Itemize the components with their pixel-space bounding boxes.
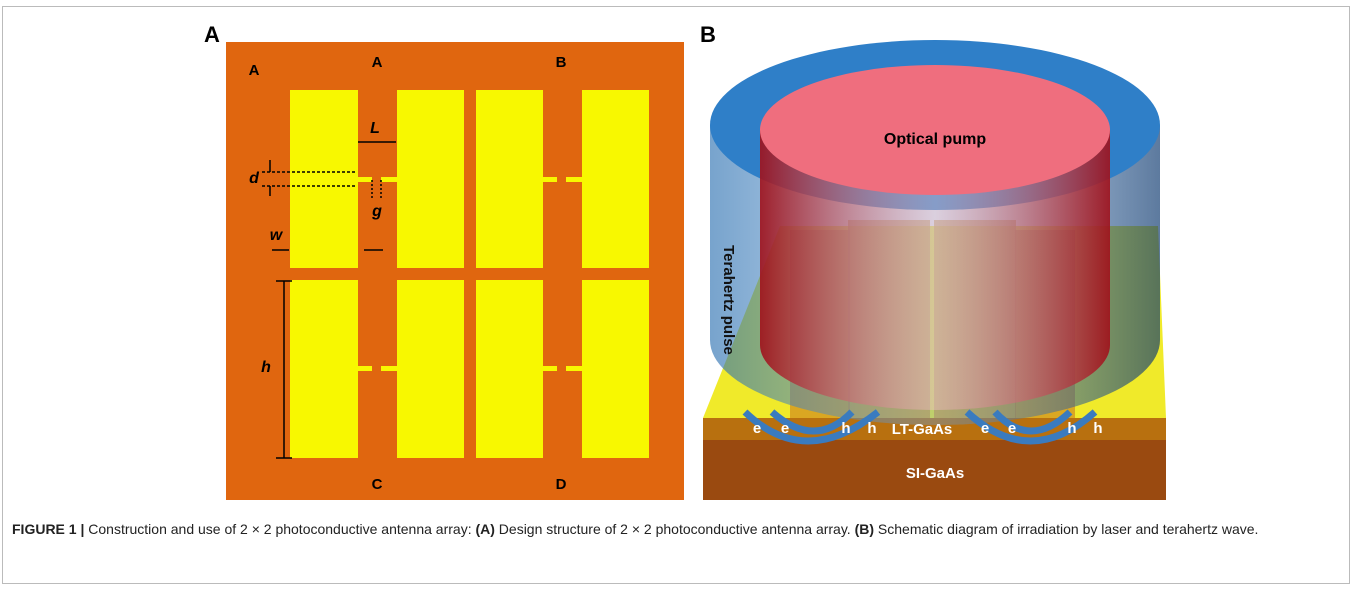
caption-ref: (A): [475, 521, 494, 537]
quadrant-label: C: [372, 476, 383, 493]
carrier: e: [781, 420, 789, 437]
pump-label: Optical pump: [884, 131, 986, 148]
layer-label: LT-GaAs: [892, 421, 953, 438]
quadrant-label: B: [556, 54, 567, 71]
caption-text: Construction and use of 2 × 2 photocondu…: [88, 521, 475, 537]
dim-label: L: [370, 120, 380, 137]
layer-label: SI-GaAs: [906, 465, 964, 482]
dim-label: h: [261, 359, 271, 376]
panel-label: B: [700, 22, 716, 47]
panel-label: A: [204, 22, 220, 47]
carrier: e: [753, 420, 761, 437]
figure: A A A B C D L d g w h B Optical pump Ter…: [0, 0, 1354, 515]
dim-label: g: [371, 203, 382, 220]
caption: FIGURE 1 | Construction and use of 2 × 2…: [12, 518, 1332, 541]
carrier: h: [867, 420, 876, 437]
carrier: h: [1093, 420, 1102, 437]
caption-ref: (B): [855, 521, 874, 537]
panel-a: A A A B C D L d g w h: [204, 22, 684, 500]
panel-b: B Optical pump Terahertz pulse e e h h e…: [700, 22, 1166, 500]
carrier: e: [1008, 420, 1016, 437]
carrier: e: [981, 420, 989, 437]
caption-figure: FIGURE 1 |: [12, 521, 84, 537]
pulse-label: Terahertz pulse: [720, 245, 737, 355]
caption-text: Design structure of 2 × 2 photoconductiv…: [495, 521, 855, 537]
quadrant-label: D: [556, 476, 567, 493]
carrier: h: [1067, 420, 1076, 437]
caption-text: Schematic diagram of irradiation by lase…: [874, 521, 1258, 537]
carrier: h: [841, 420, 850, 437]
dim-label: d: [249, 170, 260, 187]
quadrant-label: A: [372, 54, 383, 71]
page: A A A B C D L d g w h B Optical pump Ter…: [0, 0, 1354, 589]
dim-label: w: [270, 227, 284, 244]
corner-label: A: [249, 62, 260, 79]
